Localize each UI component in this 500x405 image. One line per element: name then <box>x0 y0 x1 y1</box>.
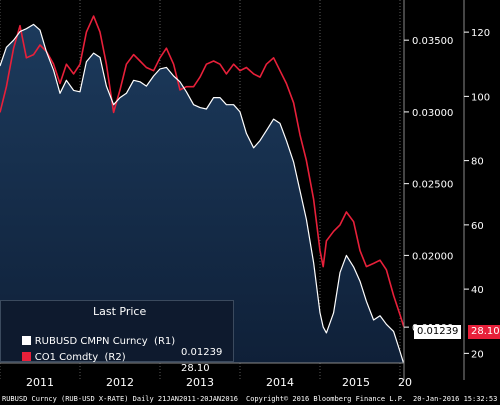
legend-swatch-white <box>21 336 31 345</box>
legend-title: Last Price <box>93 305 147 318</box>
x-tick-label: 2013 <box>186 376 214 389</box>
footer-timestamp: 20-Jan-2016 15:32:53 <box>413 395 497 403</box>
legend-label: RUBUSD CMPN Curncy (R1) <box>34 336 176 347</box>
r2-tick-label: 120 <box>471 28 490 39</box>
r1-tick-label: 0.03500 <box>412 36 453 47</box>
legend-label: CO1 Comdty (R2) <box>34 352 126 363</box>
rubusd-series-line <box>0 23 404 363</box>
co1-series-line <box>0 15 404 328</box>
x-tick-label: 2015 <box>342 376 370 389</box>
x-tick-label: 20 <box>398 376 412 389</box>
x-tick-label: 2014 <box>266 376 294 389</box>
footer-source: RUBUSD Curncy (RUB-USD X-RATE) Daily 21J… <box>2 395 238 403</box>
r2-tick-label: 40 <box>471 285 484 296</box>
x-tick-label: 2011 <box>26 376 54 389</box>
legend-swatch-red <box>21 352 31 361</box>
legend: Last Price RUBUSD CMPN Curncy (R1) 0.012… <box>0 300 234 374</box>
footer-copyright: Copyright© 2016 Bloomberg Finance L.P. <box>246 395 406 403</box>
legend-value: 28.10 <box>181 363 210 374</box>
r2-tick-label: 100 <box>471 92 490 103</box>
legend-value: 0.01239 <box>181 347 223 358</box>
rubusd-area <box>0 24 404 363</box>
r2-tick-label: 20 <box>471 349 484 360</box>
r1-tick-label: 0.02000 <box>412 251 453 262</box>
legend-entry-rubusd: RUBUSD CMPN Curncy (R1) 0.01239 <box>9 325 222 369</box>
r2-tick-label: 80 <box>471 157 484 168</box>
legend-entry-co1: CO1 Comdty (R2) 28.10 <box>9 341 210 385</box>
r2-tick-label: 60 <box>471 221 484 232</box>
x-tick-label: 2012 <box>106 376 134 389</box>
last-value-badge-r1: 0.01239 <box>414 325 462 339</box>
last-value-badge-r2: 28.10 <box>468 325 500 339</box>
r1-tick-label: 0.02500 <box>412 180 453 191</box>
r1-tick-label: 0.03000 <box>412 108 453 119</box>
